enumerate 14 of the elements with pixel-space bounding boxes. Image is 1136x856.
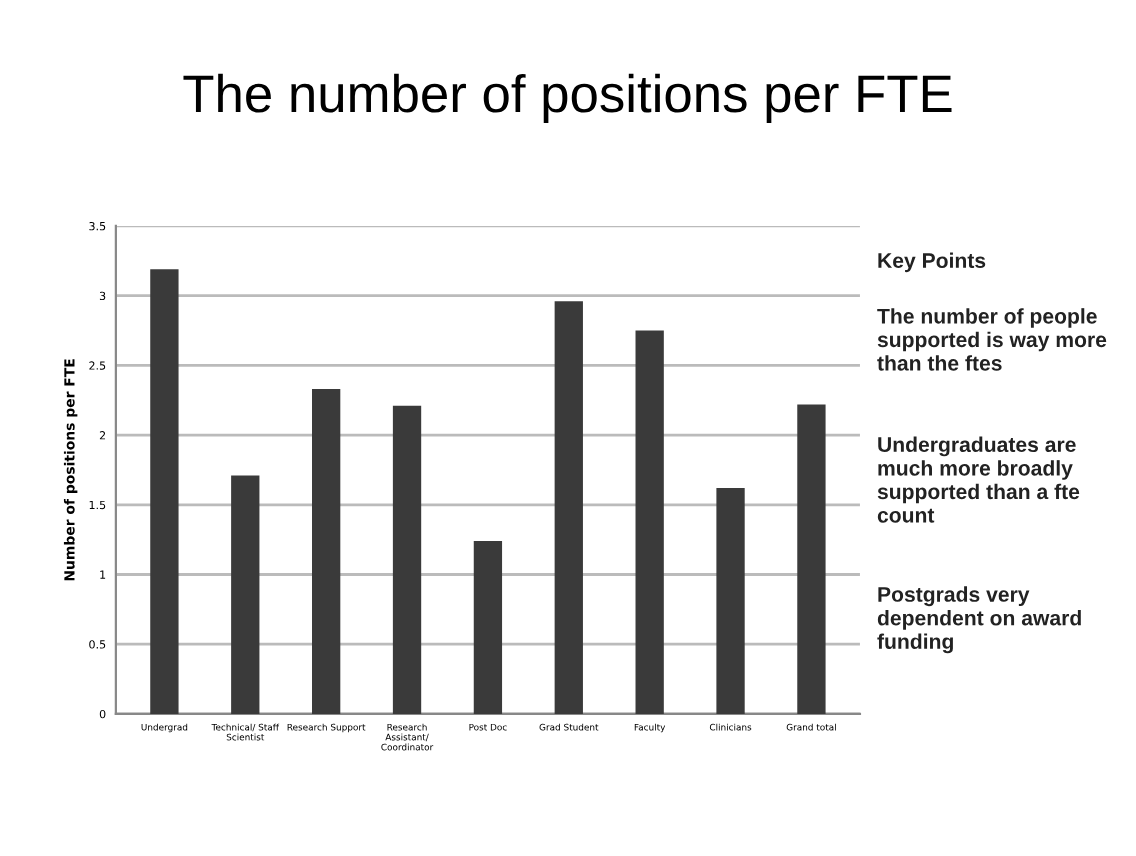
chart-title: The number of positions per FTE [183, 73, 952, 124]
bar [716, 488, 745, 714]
bar [312, 389, 341, 714]
bar [150, 269, 179, 714]
bar [473, 541, 503, 714]
bar [797, 404, 826, 714]
text: Undergraduates are much more broadly supported than a fte count [877, 436, 1080, 523]
bar [635, 330, 664, 714]
text: Postgrads very dependent on award funding [877, 586, 1081, 654]
bar [554, 301, 583, 714]
bar [392, 405, 422, 714]
text: The number of people supported is way more than the ftes [877, 308, 1107, 371]
bar [231, 475, 260, 714]
text: Key Points [878, 252, 986, 273]
